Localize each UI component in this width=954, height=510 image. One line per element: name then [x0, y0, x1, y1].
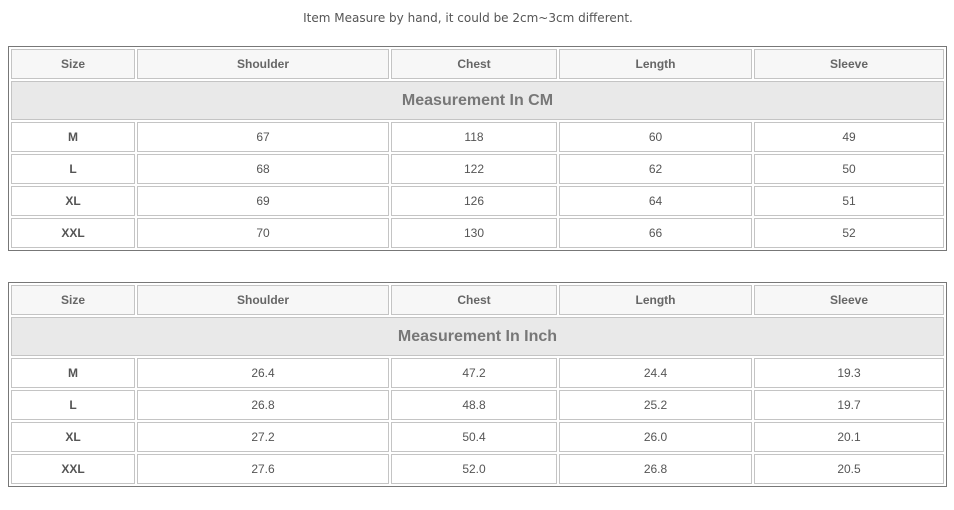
column-header: Chest [391, 49, 557, 79]
value-cell: 48.8 [391, 390, 557, 420]
table-row: XL 69 126 64 51 [11, 186, 944, 216]
table-row: XXL 70 130 66 52 [11, 218, 944, 248]
value-cell: 60 [559, 122, 752, 152]
value-cell: 27.6 [137, 454, 389, 484]
value-cell: 19.3 [754, 358, 944, 388]
unit-title: Measurement In Inch [11, 317, 944, 356]
value-cell: 51 [754, 186, 944, 216]
value-cell: 69 [137, 186, 389, 216]
column-header: Length [559, 285, 752, 315]
table-row: M 67 118 60 49 [11, 122, 944, 152]
table-row: L 68 122 62 50 [11, 154, 944, 184]
header-row: Size Shoulder Chest Length Sleeve [11, 49, 944, 79]
value-cell: 70 [137, 218, 389, 248]
value-cell: 26.4 [137, 358, 389, 388]
column-header: Sleeve [754, 49, 944, 79]
column-header: Chest [391, 285, 557, 315]
table-row: XL 27.2 50.4 26.0 20.1 [11, 422, 944, 452]
value-cell: 68 [137, 154, 389, 184]
table-row: XXL 27.6 52.0 26.8 20.5 [11, 454, 944, 484]
size-cell: M [11, 358, 135, 388]
column-header: Size [11, 285, 135, 315]
value-cell: 27.2 [137, 422, 389, 452]
table-row: L 26.8 48.8 25.2 19.7 [11, 390, 944, 420]
value-cell: 64 [559, 186, 752, 216]
size-cell: L [11, 154, 135, 184]
value-cell: 118 [391, 122, 557, 152]
value-cell: 26.8 [137, 390, 389, 420]
size-cell: XL [11, 422, 135, 452]
column-header: Shoulder [137, 285, 389, 315]
size-table-cm: Size Shoulder Chest Length Sleeve Measurement… [8, 46, 947, 251]
size-cell: XXL [11, 454, 135, 484]
value-cell: 24.4 [559, 358, 752, 388]
measurement-note: Item Measure by hand, it could be 2cm~3c… [303, 11, 633, 25]
value-cell: 47.2 [391, 358, 557, 388]
value-cell: 122 [391, 154, 557, 184]
column-header: Length [559, 49, 752, 79]
size-cell: XL [11, 186, 135, 216]
size-cell: L [11, 390, 135, 420]
header-row: Size Shoulder Chest Length Sleeve [11, 285, 944, 315]
unit-title-row: Measurement In CM [11, 81, 944, 120]
value-cell: 52 [754, 218, 944, 248]
value-cell: 126 [391, 186, 557, 216]
size-cell: M [11, 122, 135, 152]
value-cell: 25.2 [559, 390, 752, 420]
value-cell: 19.7 [754, 390, 944, 420]
value-cell: 20.1 [754, 422, 944, 452]
value-cell: 20.5 [754, 454, 944, 484]
size-cell: XXL [11, 218, 135, 248]
column-header: Sleeve [754, 285, 944, 315]
value-cell: 50 [754, 154, 944, 184]
column-header: Size [11, 49, 135, 79]
value-cell: 26.0 [559, 422, 752, 452]
value-cell: 67 [137, 122, 389, 152]
column-header: Shoulder [137, 49, 389, 79]
table-row: M 26.4 47.2 24.4 19.3 [11, 358, 944, 388]
value-cell: 62 [559, 154, 752, 184]
value-cell: 130 [391, 218, 557, 248]
size-table-inch: Size Shoulder Chest Length Sleeve Measurement… [8, 282, 947, 487]
value-cell: 26.8 [559, 454, 752, 484]
value-cell: 52.0 [391, 454, 557, 484]
value-cell: 49 [754, 122, 944, 152]
value-cell: 66 [559, 218, 752, 248]
value-cell: 50.4 [391, 422, 557, 452]
unit-title: Measurement In CM [11, 81, 944, 120]
unit-title-row: Measurement In Inch [11, 317, 944, 356]
